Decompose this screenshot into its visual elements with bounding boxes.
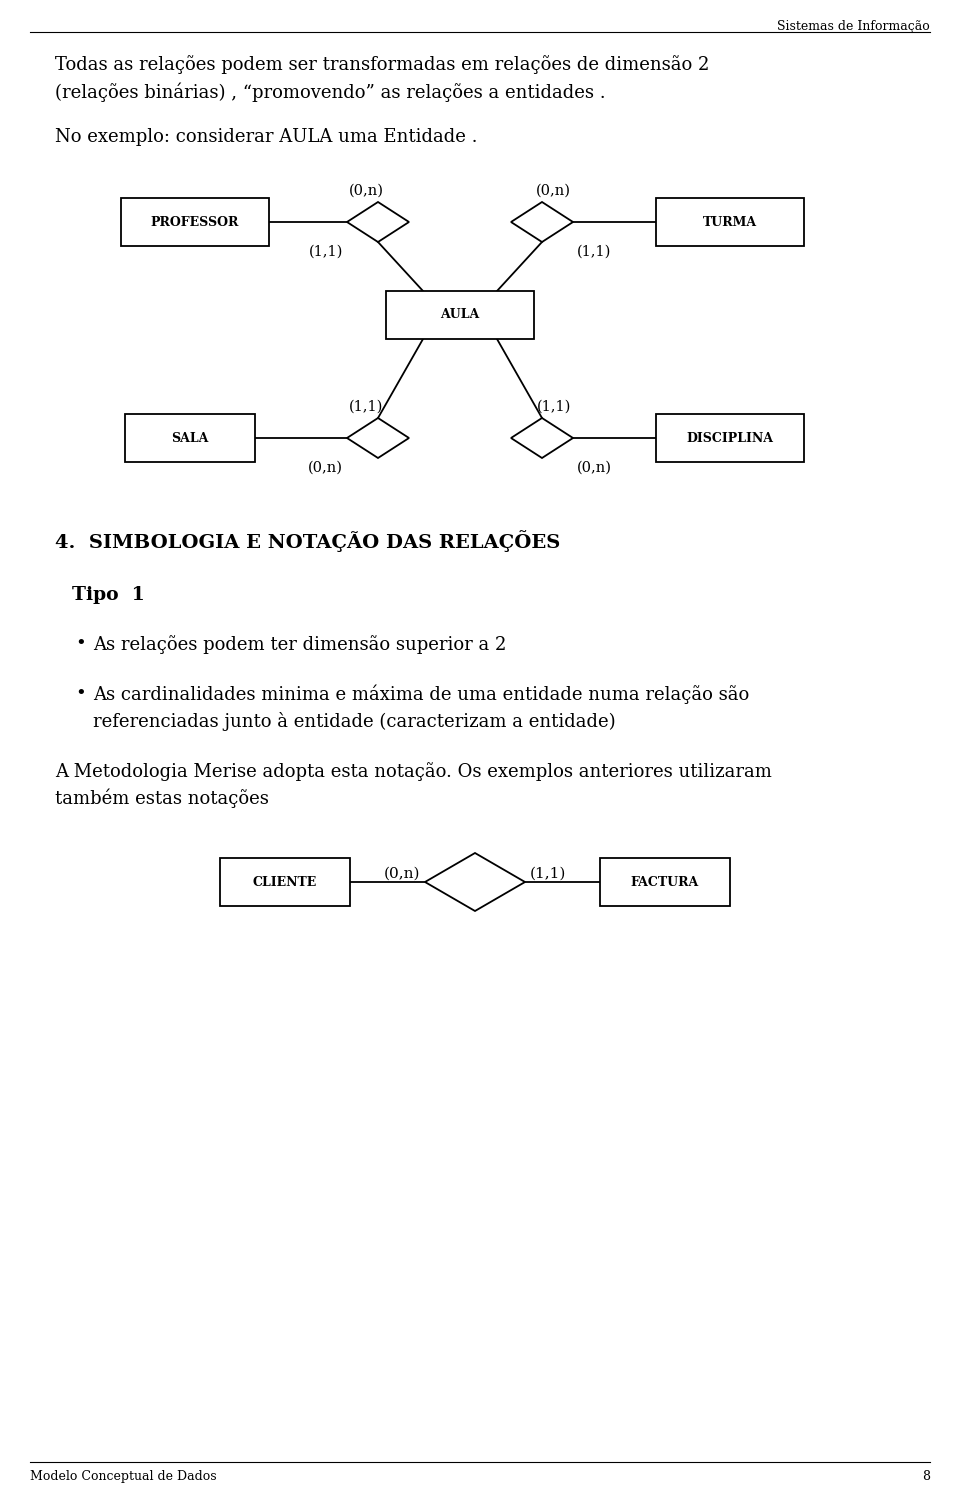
Text: Tipo  1: Tipo 1 xyxy=(72,585,145,605)
Text: (relações binárias) , “promovendo” as relações a entidades .: (relações binárias) , “promovendo” as re… xyxy=(55,82,606,102)
Text: Sistemas de Informação: Sistemas de Informação xyxy=(778,19,930,33)
Polygon shape xyxy=(511,202,573,242)
Text: •: • xyxy=(75,685,85,703)
Text: PROFESSOR: PROFESSOR xyxy=(151,215,239,228)
Text: FACTURA: FACTURA xyxy=(631,875,699,888)
Bar xyxy=(600,858,730,906)
Text: A Metodologia Merise adopta esta notação. Os exemplos anteriores utilizaram: A Metodologia Merise adopta esta notação… xyxy=(55,761,772,781)
Text: 4.  SIMBOLOGIA E NOTAÇÃO DAS RELAÇÕES: 4. SIMBOLOGIA E NOTAÇÃO DAS RELAÇÕES xyxy=(55,530,561,552)
Text: •: • xyxy=(75,635,85,652)
Text: No exemplo: considerar AULA uma Entidade .: No exemplo: considerar AULA uma Entidade… xyxy=(55,128,477,146)
Bar xyxy=(386,291,534,339)
Text: (0,n): (0,n) xyxy=(383,867,420,881)
Text: (0,n): (0,n) xyxy=(536,184,571,199)
Text: Todas as relações podem ser transformadas em relações de dimensão 2: Todas as relações podem ser transformada… xyxy=(55,55,709,75)
Polygon shape xyxy=(425,853,525,911)
Polygon shape xyxy=(347,418,409,458)
Text: SALA: SALA xyxy=(171,431,208,445)
Text: (1,1): (1,1) xyxy=(577,245,612,258)
Text: (0,n): (0,n) xyxy=(349,184,384,199)
Text: As relações podem ter dimensão superior a 2: As relações podem ter dimensão superior … xyxy=(93,635,506,654)
Text: 8: 8 xyxy=(922,1471,930,1483)
Text: DISCIPLINA: DISCIPLINA xyxy=(686,431,774,445)
Text: TURMA: TURMA xyxy=(703,215,757,228)
Text: (0,n): (0,n) xyxy=(308,461,343,475)
Text: (1,1): (1,1) xyxy=(537,400,571,414)
Polygon shape xyxy=(511,418,573,458)
Text: Modelo Conceptual de Dados: Modelo Conceptual de Dados xyxy=(30,1471,217,1483)
Polygon shape xyxy=(347,202,409,242)
Bar xyxy=(656,199,804,246)
Text: referenciadas junto à entidade (caracterizam a entidade): referenciadas junto à entidade (caracter… xyxy=(93,712,615,732)
Text: (1,1): (1,1) xyxy=(349,400,383,414)
Bar xyxy=(656,414,804,461)
Bar xyxy=(220,858,350,906)
Text: (0,n): (0,n) xyxy=(577,461,612,475)
Bar xyxy=(121,199,269,246)
Bar xyxy=(125,414,255,461)
Text: também estas notações: também estas notações xyxy=(55,788,269,809)
Text: (1,1): (1,1) xyxy=(308,245,343,258)
Text: AULA: AULA xyxy=(441,309,480,321)
Text: (1,1): (1,1) xyxy=(530,867,566,881)
Text: As cardinalidades minima e máxima de uma entidade numa relação são: As cardinalidades minima e máxima de uma… xyxy=(93,685,749,705)
Text: CLIENTE: CLIENTE xyxy=(252,875,317,888)
